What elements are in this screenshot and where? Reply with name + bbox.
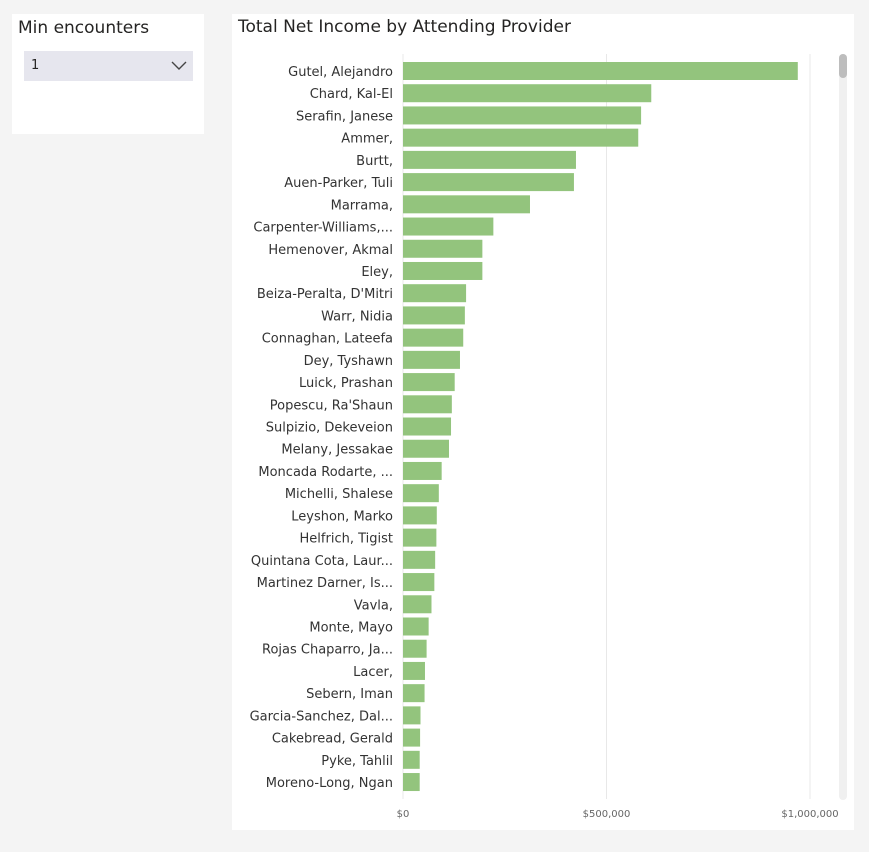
bar[interactable]	[403, 728, 421, 747]
bar[interactable]	[403, 373, 455, 392]
category-label: Eley,	[361, 265, 393, 280]
bar[interactable]	[403, 417, 452, 436]
category-label: Pyke, Tahlil	[321, 754, 393, 769]
category-label: Beiza-Peralta, D'Mitri	[257, 287, 393, 302]
category-label: Leyshon, Marko	[291, 509, 393, 524]
bar[interactable]	[403, 350, 460, 369]
min-encounters-dropdown[interactable]: 1	[24, 51, 193, 81]
bar[interactable]	[403, 684, 425, 703]
bar[interactable]	[403, 239, 483, 258]
category-label: Serafin, Janese	[296, 109, 393, 124]
category-label: Ammer,	[341, 132, 393, 147]
category-label: Moreno-Long, Ngan	[266, 776, 393, 791]
bar[interactable]	[403, 439, 449, 458]
bar[interactable]	[403, 395, 452, 414]
bar[interactable]	[403, 595, 432, 614]
x-tick-label: $1,000,000	[781, 809, 838, 820]
category-label: Cakebread, Gerald	[272, 732, 393, 747]
slicer-title: Min encounters	[18, 18, 150, 38]
category-label: Lacer,	[353, 665, 393, 680]
category-label: Chard, Kal-El	[310, 87, 393, 102]
bar[interactable]	[403, 706, 421, 725]
net-income-chart-card: Total Net Income by Attending Provider $…	[232, 14, 854, 830]
category-label: Sulpizio, Dekeveion	[266, 421, 393, 436]
bar[interactable]	[403, 550, 436, 569]
scrollbar-thumb[interactable]	[839, 54, 847, 78]
category-label: Burtt,	[356, 154, 393, 169]
bar[interactable]	[403, 261, 483, 280]
category-label: Popescu, Ra'Shaun	[270, 398, 393, 413]
category-label: Warr, Nidia	[321, 309, 393, 324]
category-label: Marrama,	[331, 198, 393, 213]
category-label: Gutel, Alejandro	[288, 65, 393, 80]
category-label: Michelli, Shalese	[285, 487, 393, 502]
category-label: Vavla,	[354, 598, 393, 613]
category-label: Carpenter-Williams,...	[253, 221, 393, 236]
bar[interactable]	[403, 639, 427, 658]
bar[interactable]	[403, 173, 574, 192]
bar[interactable]	[403, 128, 639, 147]
category-label: Quintana Cota, Laur...	[251, 554, 393, 569]
bar[interactable]	[403, 573, 435, 592]
chart-title: Total Net Income by Attending Provider	[238, 17, 571, 37]
bar[interactable]	[403, 84, 652, 103]
x-tick-label: $0	[397, 809, 410, 820]
bar[interactable]	[403, 461, 442, 480]
bar[interactable]	[403, 217, 494, 236]
category-label: Auen-Parker, Tuli	[284, 176, 393, 191]
bar[interactable]	[403, 750, 420, 769]
category-label: Rojas Chaparro, Ja...	[262, 643, 393, 658]
category-label: Hemenover, Akmal	[268, 243, 393, 258]
category-label: Melany, Jessakae	[281, 443, 393, 458]
chart-scrollbar[interactable]	[839, 54, 847, 800]
bar[interactable]	[403, 506, 437, 525]
bar-chart: $0 $500,000 $1,000,000 Gutel, Alejandro Char…	[250, 54, 839, 820]
bar[interactable]	[403, 306, 465, 325]
category-label: Martinez Darner, Is...	[257, 576, 393, 591]
x-tick-label: $500,000	[583, 809, 631, 820]
bar[interactable]	[403, 195, 530, 214]
category-label: Monte, Mayo	[309, 621, 393, 636]
category-label: Connaghan, Lateefa	[262, 332, 393, 347]
category-label: Garcia-Sanchez, Dal...	[250, 709, 393, 724]
bar[interactable]	[403, 773, 420, 792]
category-label: Moncada Rodarte, ...	[258, 465, 393, 480]
category-label: Sebern, Iman	[306, 687, 393, 702]
bar[interactable]	[403, 106, 642, 125]
bar[interactable]	[403, 62, 798, 80]
bar[interactable]	[403, 284, 467, 303]
category-label: Luick, Prashan	[299, 376, 393, 391]
category-label: Helfrich, Tigist	[300, 532, 393, 547]
chevron-down-icon[interactable]	[171, 58, 187, 72]
bar[interactable]	[403, 528, 437, 547]
category-label: Dey, Tyshawn	[304, 354, 393, 369]
bar[interactable]	[403, 150, 576, 169]
bar[interactable]	[403, 328, 464, 347]
bar[interactable]	[403, 661, 425, 680]
bar[interactable]	[403, 484, 439, 503]
min-encounters-slicer: Min encounters 1	[12, 14, 204, 134]
bar[interactable]	[403, 617, 429, 636]
dropdown-selected-value: 1	[31, 58, 40, 73]
